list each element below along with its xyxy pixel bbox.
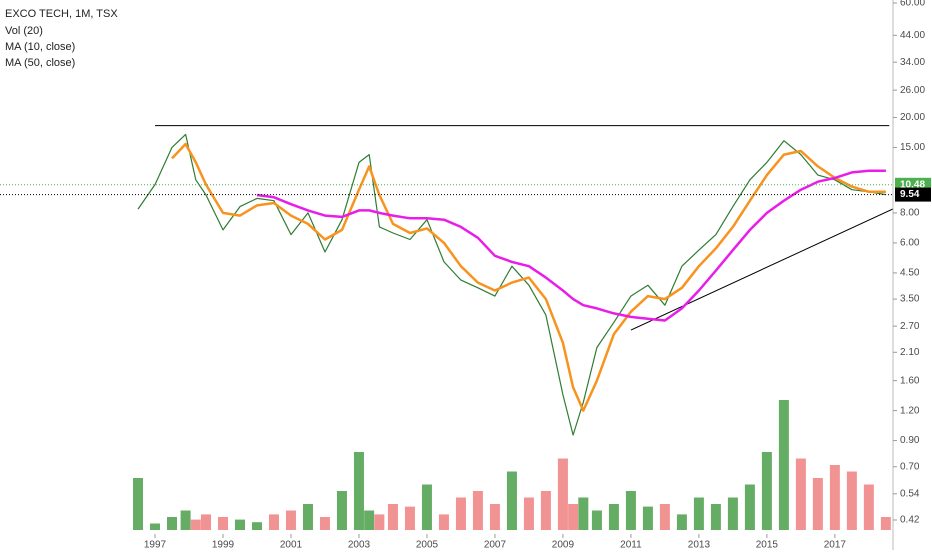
volume-bar — [234, 519, 245, 530]
legend-entry: Vol (20) — [5, 25, 43, 37]
volume-bar — [568, 504, 579, 530]
x-tick-label: 2007 — [484, 540, 507, 550]
volume-bar — [727, 497, 738, 530]
volume-bar — [812, 478, 823, 530]
volume-bar — [795, 458, 806, 530]
volume-bar — [761, 452, 772, 530]
volume-bar — [472, 491, 483, 530]
y-tick-label: 44.00 — [900, 30, 925, 41]
volume-bar — [374, 514, 385, 530]
y-tick-label: 60.00 — [900, 0, 925, 9]
x-tick-label: 2015 — [756, 540, 779, 550]
x-tick-label: 1999 — [212, 540, 235, 550]
volume-bar — [180, 510, 191, 530]
x-tick-label: 2011 — [620, 540, 642, 550]
volume-bar — [336, 491, 347, 530]
volume-bar — [364, 510, 375, 530]
volume-bar — [506, 471, 517, 530]
volume-bar — [190, 519, 201, 530]
volume-bar — [608, 504, 619, 530]
y-tick-label: 0.54 — [900, 488, 920, 499]
x-tick-label: 2013 — [688, 540, 711, 550]
y-tick-label: 4.50 — [900, 268, 920, 279]
volume-bar — [676, 514, 687, 530]
volume-bar — [200, 514, 211, 530]
volume-bar — [846, 471, 857, 530]
x-tick-label: 2005 — [416, 540, 439, 550]
x-tick-label: 2017 — [824, 540, 847, 550]
y-tick-label: 34.00 — [900, 57, 925, 68]
volume-bar — [150, 523, 161, 530]
volume-bar — [133, 478, 144, 530]
volume-bar — [659, 504, 670, 530]
y-tick-label: 8.00 — [900, 208, 920, 219]
volume-bar — [523, 497, 534, 530]
series-line — [171, 142, 886, 412]
price-label: 9.54 — [900, 189, 920, 200]
volume-bar — [693, 497, 704, 530]
y-tick-label: 2.10 — [900, 347, 920, 358]
volume-bar — [302, 504, 313, 530]
volume-bar — [268, 514, 279, 530]
series-line — [137, 133, 886, 436]
chart-title: EXCO TECH, 1M, TSX — [5, 8, 118, 20]
y-tick-label: 15.00 — [900, 142, 925, 153]
legend-entry: MA (10, close) — [5, 41, 75, 53]
volume-bar — [591, 510, 602, 530]
y-tick-label: 3.50 — [900, 294, 920, 305]
trend-line — [630, 208, 893, 331]
volume-bar — [642, 506, 653, 530]
volume-bar — [744, 484, 755, 530]
y-tick-label: 0.90 — [900, 435, 920, 446]
volume-bar — [167, 517, 178, 530]
price-label-box — [895, 187, 931, 202]
series-line — [256, 169, 886, 322]
volume-bar — [251, 522, 262, 530]
y-tick-label: 0.42 — [900, 515, 920, 526]
x-tick-label: 1997 — [144, 540, 167, 550]
x-tick-label: 2009 — [552, 540, 575, 550]
y-tick-label: 26.00 — [900, 85, 925, 96]
x-tick-label: 2003 — [348, 540, 371, 550]
price-label: 10.48 — [900, 179, 925, 190]
volume-bar — [438, 514, 449, 530]
x-tick-label: 2001 — [280, 540, 303, 550]
y-tick-label: 0.70 — [900, 461, 920, 472]
y-tick-label: 1.20 — [900, 405, 920, 416]
volume-bar — [829, 465, 840, 530]
y-tick-label: 1.60 — [900, 375, 920, 386]
legend-entry: MA (50, close) — [5, 57, 75, 69]
volume-bar — [540, 491, 551, 530]
volume-bar — [557, 458, 568, 530]
volume-bar — [489, 504, 500, 530]
volume-bar — [880, 517, 891, 530]
volume-bar — [863, 484, 874, 530]
volume-bar — [404, 506, 415, 530]
volume-bar — [625, 491, 636, 530]
volume-bar — [319, 517, 330, 530]
y-tick-label: 20.00 — [900, 112, 925, 123]
volume-bar — [455, 497, 466, 530]
volume-bar — [217, 517, 228, 530]
volume-bar — [578, 497, 589, 530]
volume-bar — [778, 400, 789, 530]
volume-bar — [387, 504, 398, 530]
volume-bar — [421, 484, 432, 530]
volume-bar — [710, 504, 721, 530]
y-tick-label: 6.00 — [900, 238, 920, 249]
volume-bar — [285, 510, 296, 530]
y-tick-label: 2.70 — [900, 321, 920, 332]
volume-bar — [353, 452, 364, 530]
